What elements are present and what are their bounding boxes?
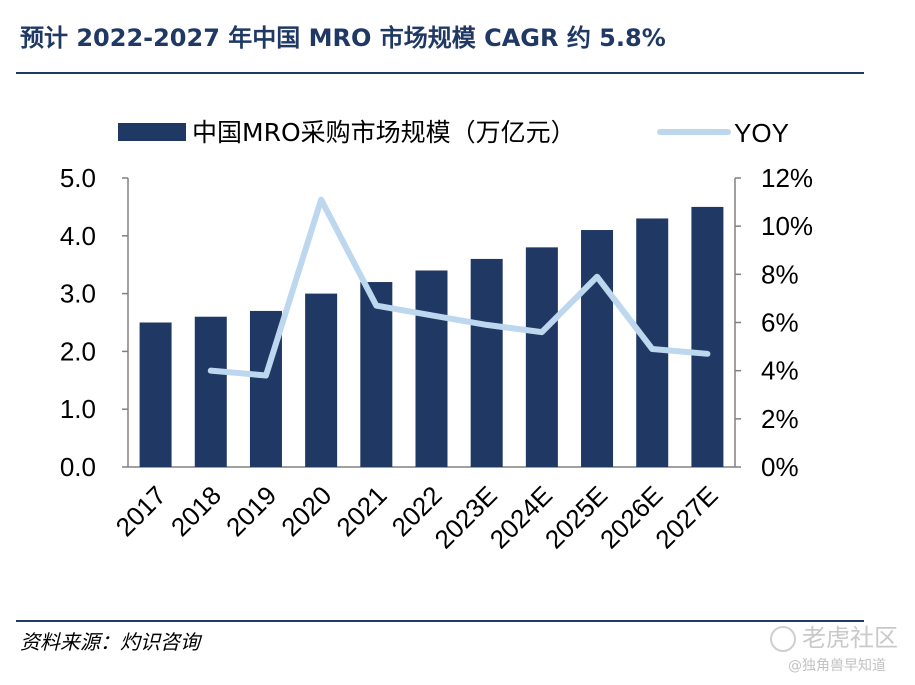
left-tick-label: 1.0 (60, 394, 96, 424)
x-tick-label: 2025E (539, 480, 613, 554)
x-tick-label: 2021 (330, 480, 392, 542)
watermark-brand-text: 老虎社区 (802, 624, 898, 652)
bar-2021 (360, 282, 393, 467)
left-tick-label: 4.0 (60, 221, 96, 251)
tiger-logo-icon (770, 626, 796, 652)
watermark-user: @独角兽早知道 (788, 658, 886, 674)
left-tick-label: 2.0 (60, 336, 96, 366)
legend-bar-swatch (118, 123, 186, 141)
footer-divider (16, 620, 864, 622)
left-tick-label: 5.0 (60, 163, 96, 193)
bar-2017 (139, 322, 172, 467)
source-note: 资料来源：灼识咨询 (20, 630, 200, 654)
right-tick-label: 12% (761, 163, 813, 193)
bar-2020 (305, 293, 338, 467)
right-tick-label: 4% (761, 356, 799, 386)
bar-2027E (691, 206, 724, 467)
watermark-brand: 老虎社区 (770, 618, 898, 653)
right-tick-label: 8% (761, 259, 799, 289)
right-tick-label: 10% (761, 211, 813, 241)
chart-title: 预计 2022-2027 年中国 MRO 市场规模 CAGR 约 5.8% (20, 24, 666, 52)
bar-2018 (194, 316, 227, 467)
x-tick-label: 2017 (110, 480, 172, 542)
x-tick-label: 2024E (484, 480, 558, 554)
legend-line-label: YOY (734, 118, 789, 148)
right-tick-label: 6% (761, 308, 799, 338)
x-tick-label: 2020 (275, 480, 337, 542)
x-tick-label: 2018 (165, 480, 227, 542)
left-tick-label: 0.0 (60, 452, 96, 482)
bar-2024E (525, 247, 558, 467)
x-tick-label: 2019 (220, 480, 282, 542)
yoy-line (207, 196, 711, 379)
x-tick-label: 2023E (429, 480, 503, 554)
bar-2023E (470, 258, 503, 467)
x-tick-label: 2027E (649, 480, 723, 554)
legend-bar-label: 中国MRO采购市场规模（万亿元） (192, 118, 576, 147)
bar-2026E (636, 218, 669, 467)
right-tick-label: 2% (761, 404, 799, 434)
title-divider (16, 72, 864, 74)
left-tick-label: 3.0 (60, 279, 96, 309)
bar-2022 (415, 270, 448, 467)
right-tick-label: 0% (761, 452, 799, 482)
x-tick-label: 2026E (594, 480, 668, 554)
bar-2025E (581, 230, 614, 467)
